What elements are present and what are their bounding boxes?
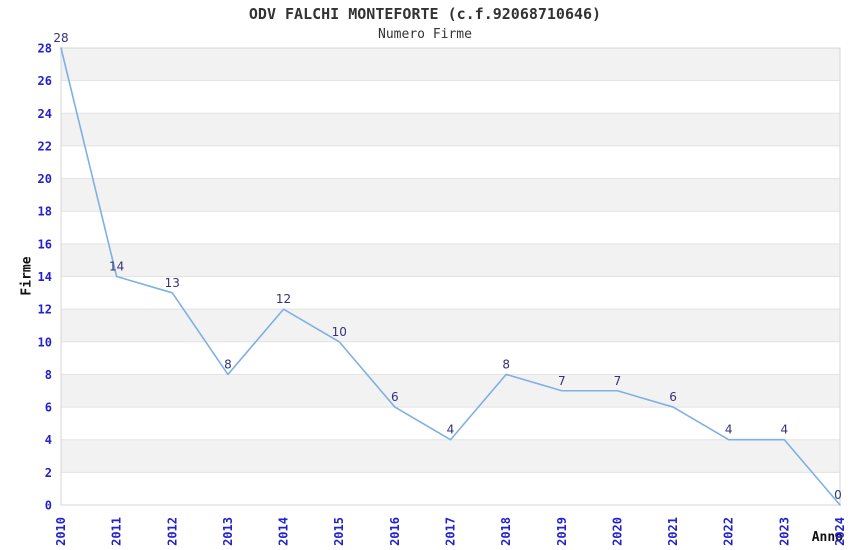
grid-band bbox=[61, 472, 840, 505]
grid-band bbox=[61, 407, 840, 440]
point-label: 4 bbox=[447, 423, 455, 437]
y-tick-label: 12 bbox=[38, 303, 52, 317]
y-tick-label: 14 bbox=[38, 270, 52, 284]
y-tick-label: 6 bbox=[45, 401, 52, 415]
point-label: 6 bbox=[669, 390, 677, 404]
x-tick-label: 2018 bbox=[499, 517, 513, 546]
grid-band bbox=[61, 48, 840, 81]
point-label: 8 bbox=[224, 357, 232, 371]
plot-border bbox=[60, 47, 841, 506]
series-line bbox=[60, 47, 841, 506]
point-label: 10 bbox=[332, 325, 347, 339]
x-tick-label: 2020 bbox=[610, 517, 624, 546]
grid-band bbox=[61, 211, 840, 244]
x-axis-title: Anno bbox=[811, 530, 843, 545]
chart-subtitle: Numero Firme bbox=[378, 27, 472, 42]
x-tick-label: 2011 bbox=[110, 517, 124, 546]
point-label: 8 bbox=[502, 357, 510, 371]
grid-band bbox=[61, 243, 840, 277]
x-tick-label: 2019 bbox=[555, 517, 569, 546]
x-tick-label: 2015 bbox=[332, 517, 346, 546]
y-tick-label: 28 bbox=[38, 42, 52, 56]
point-label: 28 bbox=[53, 31, 68, 45]
grid-band bbox=[61, 276, 840, 310]
x-tick-label: 2013 bbox=[221, 517, 235, 546]
x-tick-label: 2014 bbox=[277, 517, 291, 546]
grid-band bbox=[61, 439, 840, 473]
y-tick-label: 22 bbox=[38, 139, 52, 153]
y-tick-label: 0 bbox=[45, 499, 52, 513]
x-tick-label: 2023 bbox=[777, 517, 791, 546]
y-tick-label: 24 bbox=[38, 107, 52, 121]
x-tick-label: 2021 bbox=[666, 517, 680, 546]
grid-band bbox=[61, 113, 840, 146]
y-tick-label: 16 bbox=[38, 237, 52, 251]
x-tick-label: 2017 bbox=[444, 517, 458, 546]
point-label: 14 bbox=[109, 260, 124, 274]
grid-band bbox=[61, 178, 840, 212]
point-label: 12 bbox=[276, 292, 291, 306]
chart-title: ODV FALCHI MONTEFORTE (c.f.92068710646) bbox=[248, 5, 602, 23]
point-label: 13 bbox=[165, 276, 180, 290]
y-tick-label: 26 bbox=[38, 74, 52, 88]
y-tick-label: 2 bbox=[45, 466, 52, 480]
x-tick-label: 2010 bbox=[54, 517, 68, 546]
grid-band bbox=[61, 341, 840, 375]
y-tick-label: 8 bbox=[45, 368, 52, 382]
point-label: 0 bbox=[834, 488, 842, 502]
y-tick-label: 18 bbox=[38, 205, 52, 219]
grid-band bbox=[61, 374, 840, 408]
grid-band bbox=[61, 145, 840, 179]
point-label: 4 bbox=[781, 423, 789, 437]
x-tick-label: 2012 bbox=[165, 517, 179, 546]
y-tick-label: 4 bbox=[45, 433, 52, 447]
grid-band bbox=[61, 309, 840, 342]
x-tick-label: 2022 bbox=[722, 517, 736, 546]
point-label: 7 bbox=[614, 374, 622, 388]
point-label: 6 bbox=[391, 390, 399, 404]
point-label: 7 bbox=[558, 374, 566, 388]
x-tick-label: 2024 bbox=[833, 517, 847, 546]
grid-band bbox=[61, 80, 840, 114]
y-tick-label: 20 bbox=[38, 172, 52, 186]
point-label: 4 bbox=[725, 423, 733, 437]
y-tick-label: 10 bbox=[38, 335, 52, 349]
x-tick-label: 2016 bbox=[388, 517, 402, 546]
